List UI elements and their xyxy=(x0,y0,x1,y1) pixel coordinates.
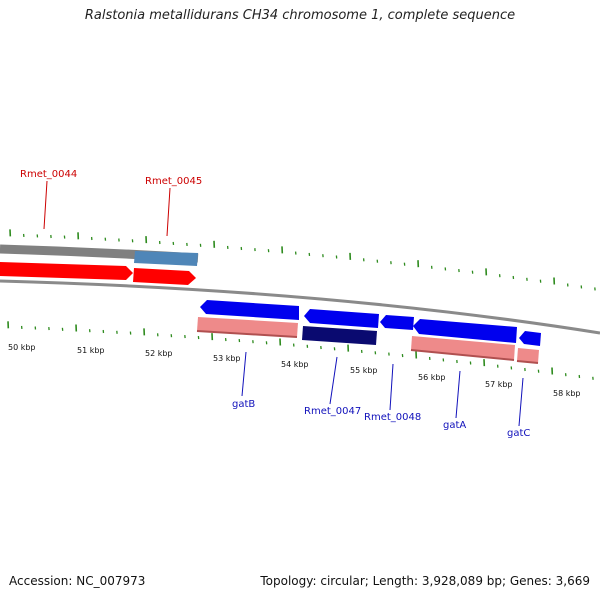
feature-bar-gatc-edge xyxy=(516,360,539,364)
gene-arrow-rmet-0048[interactable] xyxy=(380,315,414,330)
kbp-scale-labels: 50 kbp 51 kbp 52 kbp 53 kbp 54 kbp 55 kb… xyxy=(8,343,581,398)
gene-segment-rmet-0045-track[interactable] xyxy=(134,251,198,266)
leader-gatb xyxy=(241,351,247,397)
backbone-track xyxy=(0,279,600,335)
gene-label-rmet-0047[interactable]: Rmet_0047 xyxy=(304,406,361,417)
leader-rmet-0047 xyxy=(329,356,338,405)
feature-bar-gatc[interactable] xyxy=(517,348,539,363)
leader-rmet-0045 xyxy=(166,187,171,237)
gene-label-gata[interactable]: gatA xyxy=(443,420,466,431)
kbp-label: 53 kbp xyxy=(213,354,241,363)
map-title: Ralstonia metallidurans CH34 chromosome … xyxy=(84,8,516,23)
feature-bar-gata-edge xyxy=(410,349,515,361)
leader-gata xyxy=(455,370,461,419)
gene-arrow-gatb[interactable] xyxy=(200,300,299,320)
gene-label-gatc[interactable]: gatC xyxy=(507,428,530,439)
gene-arrow-rmet-0047[interactable] xyxy=(304,309,379,328)
leader-rmet-0044 xyxy=(43,180,48,230)
kbp-label: 51 kbp xyxy=(77,346,105,355)
feature-bar-gata[interactable] xyxy=(411,336,515,360)
gene-labels: Rmet_0044 Rmet_0045 gatB Rmet_0047 Rmet_… xyxy=(20,169,530,439)
gene-label-rmet-0048[interactable]: Rmet_0048 xyxy=(364,412,421,423)
feature-bar-rmet-0047[interactable] xyxy=(302,326,377,345)
kbp-label: 52 kbp xyxy=(145,349,173,358)
accession-text: Accession: NC_007973 xyxy=(9,574,146,588)
gene-label-gatb[interactable]: gatB xyxy=(232,399,255,410)
lower-tick-track xyxy=(7,321,594,380)
upper-tick-track xyxy=(9,229,596,291)
kbp-label: 57 kbp xyxy=(485,380,513,389)
gene-label-rmet-0044[interactable]: Rmet_0044 xyxy=(20,169,77,180)
leader-rmet-0048 xyxy=(389,363,394,411)
gene-arrow-gatc[interactable] xyxy=(519,331,541,346)
feature-bar-gatb-edge xyxy=(196,330,298,338)
kbp-label: 55 kbp xyxy=(350,366,378,375)
kbp-label: 54 kbp xyxy=(281,360,309,369)
gene-label-leaders xyxy=(43,180,524,427)
kbp-label: 56 kbp xyxy=(418,373,446,382)
gene-arrow-gata[interactable] xyxy=(413,319,517,343)
gene-arrow-rmet-0045[interactable] xyxy=(133,268,196,285)
topology-summary-text: Topology: circular; Length: 3,928,089 bp… xyxy=(260,574,590,588)
kbp-label: 50 kbp xyxy=(8,343,36,352)
leader-gatc xyxy=(518,377,524,427)
gene-label-rmet-0045[interactable]: Rmet_0045 xyxy=(145,176,202,187)
gene-arrow-rmet-0044[interactable] xyxy=(0,262,133,280)
kbp-label: 58 kbp xyxy=(553,389,581,398)
